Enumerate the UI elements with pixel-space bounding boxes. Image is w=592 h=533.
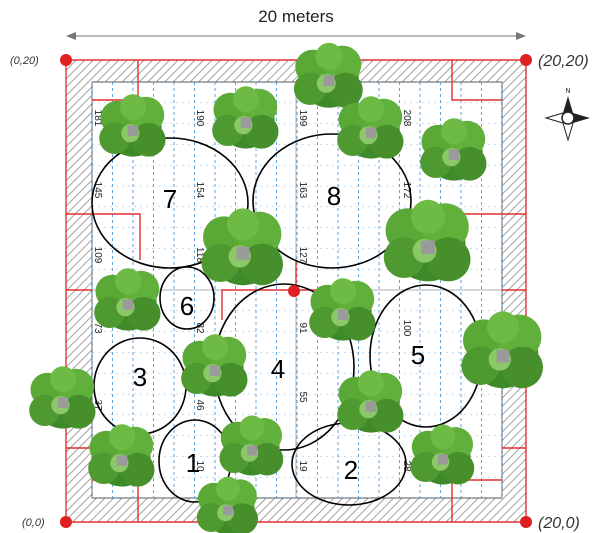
tree-icon	[196, 476, 258, 533]
zone-label-7: 7	[163, 184, 177, 214]
compass-north-label: N	[565, 88, 570, 95]
plot-number: 208	[401, 110, 412, 127]
corner-label-top-right: (20,20)	[538, 53, 589, 70]
zone-label-1: 1	[186, 448, 200, 478]
zone-label-4: 4	[271, 354, 285, 384]
tree-icon	[181, 334, 248, 397]
plot-number: 199	[297, 110, 308, 127]
zone-label-3: 3	[133, 362, 147, 392]
plot-number: 145	[92, 182, 103, 199]
plot-number: 19	[297, 460, 308, 472]
tree-icon	[337, 96, 404, 159]
zone-6-ellipse	[159, 266, 215, 330]
tree-icon	[337, 370, 404, 433]
tree-icon	[420, 118, 487, 181]
corner-labels: (0,20) (20,20) (0,0) (20,0)	[10, 53, 589, 532]
plot-number: 181	[92, 110, 103, 127]
corner-label-bottom-left: (0,0)	[22, 517, 45, 529]
zone-label-8: 8	[327, 181, 341, 211]
tree-icon	[212, 86, 279, 149]
arrow-right-icon	[516, 32, 526, 40]
zone-7-ellipse	[91, 137, 249, 269]
corner-label-top-left: (0,20)	[10, 55, 39, 67]
plot-number: 10	[194, 460, 205, 472]
plot-number: 109	[92, 247, 103, 264]
trees	[29, 42, 543, 533]
plot-number: 46	[194, 399, 205, 411]
plot-number: 100	[401, 320, 412, 337]
plot-number: 91	[297, 322, 308, 334]
corner-marker-top-left	[60, 54, 72, 66]
plot-number: 127	[297, 247, 308, 264]
plot-number: 55	[297, 391, 308, 403]
plot-number: 118	[194, 247, 205, 263]
plot-number: 154	[194, 182, 205, 199]
corner-markers	[60, 54, 532, 528]
corner-marker-bottom-right	[520, 516, 532, 528]
center-marker	[288, 285, 300, 297]
tree-icon	[99, 94, 166, 157]
zone-label-2: 2	[344, 455, 358, 485]
corner-label-bottom-right: (20,0)	[538, 515, 580, 532]
corner-marker-bottom-left	[60, 516, 72, 528]
compass-icon: N	[544, 88, 590, 142]
width-dimension: 20 meters	[66, 7, 526, 40]
zone-label-6: 6	[180, 291, 194, 321]
plot-number: 82	[194, 322, 205, 334]
tree-icon	[88, 424, 155, 487]
width-label: 20 meters	[258, 7, 334, 26]
tree-icon	[383, 199, 471, 282]
zone-label-5: 5	[411, 340, 425, 370]
tree-icon	[293, 42, 363, 108]
tree-icon	[29, 366, 96, 429]
plot-number: 163	[297, 182, 308, 199]
zone-labels: 7 8 6 4 5 3 1 2	[133, 181, 425, 485]
tree-icon	[201, 208, 283, 286]
tree-icon	[219, 415, 284, 476]
plot-number: 73	[92, 322, 103, 334]
zone-8-ellipse	[252, 133, 412, 269]
plot-number: 172	[401, 182, 412, 199]
tree-icon	[410, 424, 475, 485]
tree-icon	[461, 311, 543, 389]
tree-icon	[309, 278, 376, 341]
corner-marker-top-right	[520, 54, 532, 66]
tree-icon	[94, 268, 161, 331]
arrow-left-icon	[66, 32, 76, 40]
plot-number: 190	[194, 110, 205, 127]
